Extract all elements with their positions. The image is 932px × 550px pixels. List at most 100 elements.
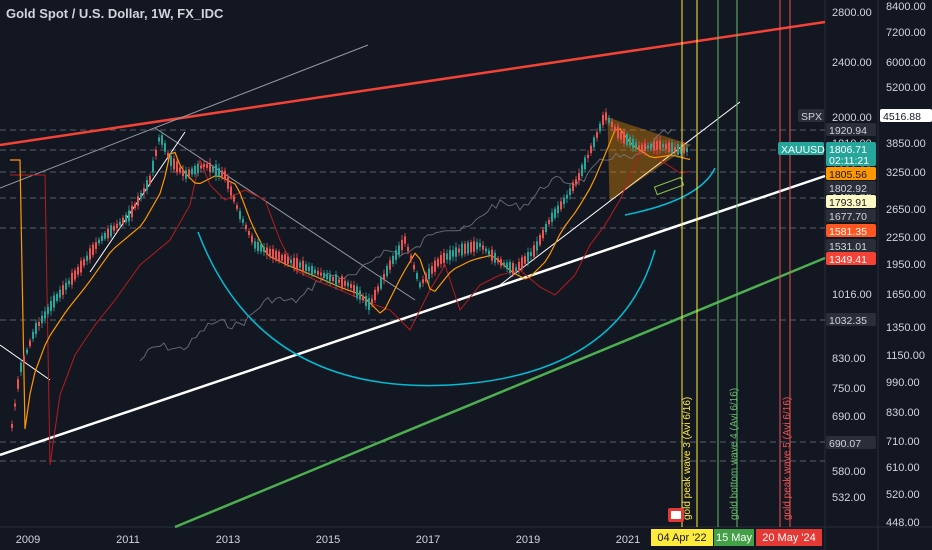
candle xyxy=(566,190,568,203)
time-tick-label: 2011 xyxy=(116,534,140,546)
candle xyxy=(545,221,547,235)
price-label-text: 1581.35 xyxy=(829,226,867,238)
candle-body xyxy=(134,204,136,209)
candle xyxy=(320,267,322,281)
candle xyxy=(137,192,139,210)
candle xyxy=(458,244,460,257)
time-axis[interactable]: 2009 2011 2013 2015 2017 2019 2021 xyxy=(16,534,640,546)
candle-body xyxy=(578,173,580,181)
candle xyxy=(374,286,376,304)
red-moving-average xyxy=(10,138,691,466)
candle-body xyxy=(356,286,358,298)
candle-body xyxy=(494,252,496,263)
candle xyxy=(218,163,220,181)
candle-body xyxy=(203,163,205,168)
candle xyxy=(92,242,94,258)
candle-body xyxy=(359,290,361,300)
right-tick-label: 7200.00 xyxy=(886,27,926,39)
chart-title: Gold Spot / U.S. Dollar, 1W, FX_IDC xyxy=(6,6,224,21)
candle xyxy=(353,280,355,298)
candle-body xyxy=(131,205,133,218)
candle xyxy=(86,251,88,265)
green-trendline xyxy=(174,256,826,529)
candle-body xyxy=(113,225,115,231)
candle xyxy=(335,270,337,290)
candle xyxy=(98,237,100,246)
candle xyxy=(365,292,367,310)
candle xyxy=(248,228,250,238)
candle xyxy=(419,280,421,290)
candle-body xyxy=(341,276,343,289)
candle xyxy=(377,283,379,295)
price-label-price: 1805.56 xyxy=(826,167,876,181)
candle-body xyxy=(260,244,262,252)
candle-body xyxy=(167,152,169,158)
candle xyxy=(182,165,184,181)
candle-body xyxy=(194,165,196,175)
candle-body xyxy=(539,235,541,245)
candle xyxy=(644,138,646,156)
date-badge: 15 May xyxy=(714,529,754,546)
candle-body xyxy=(395,250,397,260)
candle-body xyxy=(650,143,652,149)
date-badge-text: 15 May xyxy=(716,532,753,544)
candle xyxy=(245,222,247,232)
candle-body xyxy=(179,167,181,173)
candle xyxy=(266,242,268,260)
date-badge-text: 04 Apr '22 xyxy=(657,532,706,544)
candle-body xyxy=(242,219,244,223)
candle-body xyxy=(338,279,340,283)
candle xyxy=(656,136,658,155)
candle xyxy=(407,243,409,255)
candle-body xyxy=(251,235,253,243)
right-tick-label: 3250.00 xyxy=(886,167,926,179)
candle-body xyxy=(560,201,562,210)
candle xyxy=(341,274,343,291)
candle-body xyxy=(404,236,406,244)
candle-body xyxy=(599,123,601,132)
candle xyxy=(680,143,682,157)
candle xyxy=(437,256,439,269)
candle xyxy=(461,240,463,259)
candle xyxy=(605,108,607,125)
candle xyxy=(197,160,199,177)
candle-body xyxy=(500,259,502,266)
candle-body xyxy=(128,210,130,222)
candle xyxy=(524,252,526,268)
candle-body xyxy=(92,244,94,256)
right-tick-label: 990.00 xyxy=(886,377,920,389)
candle-body xyxy=(227,177,229,189)
candle-body xyxy=(317,270,319,275)
candle-body xyxy=(32,331,34,339)
left-tick-label: 580.00 xyxy=(832,466,866,478)
candle xyxy=(203,160,205,171)
price-label-price: 1677.70 xyxy=(826,209,876,223)
candle xyxy=(20,358,22,376)
candle-body xyxy=(542,229,544,239)
candle xyxy=(44,306,46,324)
candle-body xyxy=(281,255,283,261)
candle-body xyxy=(569,188,571,195)
price-label-name: XAUUSD xyxy=(778,142,825,156)
candle xyxy=(521,254,523,272)
candle-body xyxy=(443,252,445,264)
candle xyxy=(173,155,175,173)
candle xyxy=(146,176,148,195)
candle xyxy=(539,233,541,247)
candle xyxy=(329,270,331,286)
candle-body xyxy=(140,193,142,199)
candle-body xyxy=(236,205,238,209)
candle xyxy=(413,261,415,273)
right-tick-label: 1350.00 xyxy=(886,322,926,334)
right-tick-label: 3850.00 xyxy=(886,138,926,150)
candle xyxy=(557,201,559,218)
candle xyxy=(224,167,226,183)
candle xyxy=(635,138,637,153)
candle xyxy=(668,138,670,156)
price-label-name: SPX xyxy=(798,109,824,123)
right-price-axis[interactable]: 8400.007200.006000.005200.004400.003850.… xyxy=(886,1,926,529)
candle xyxy=(35,319,37,338)
candle-body xyxy=(257,241,259,252)
